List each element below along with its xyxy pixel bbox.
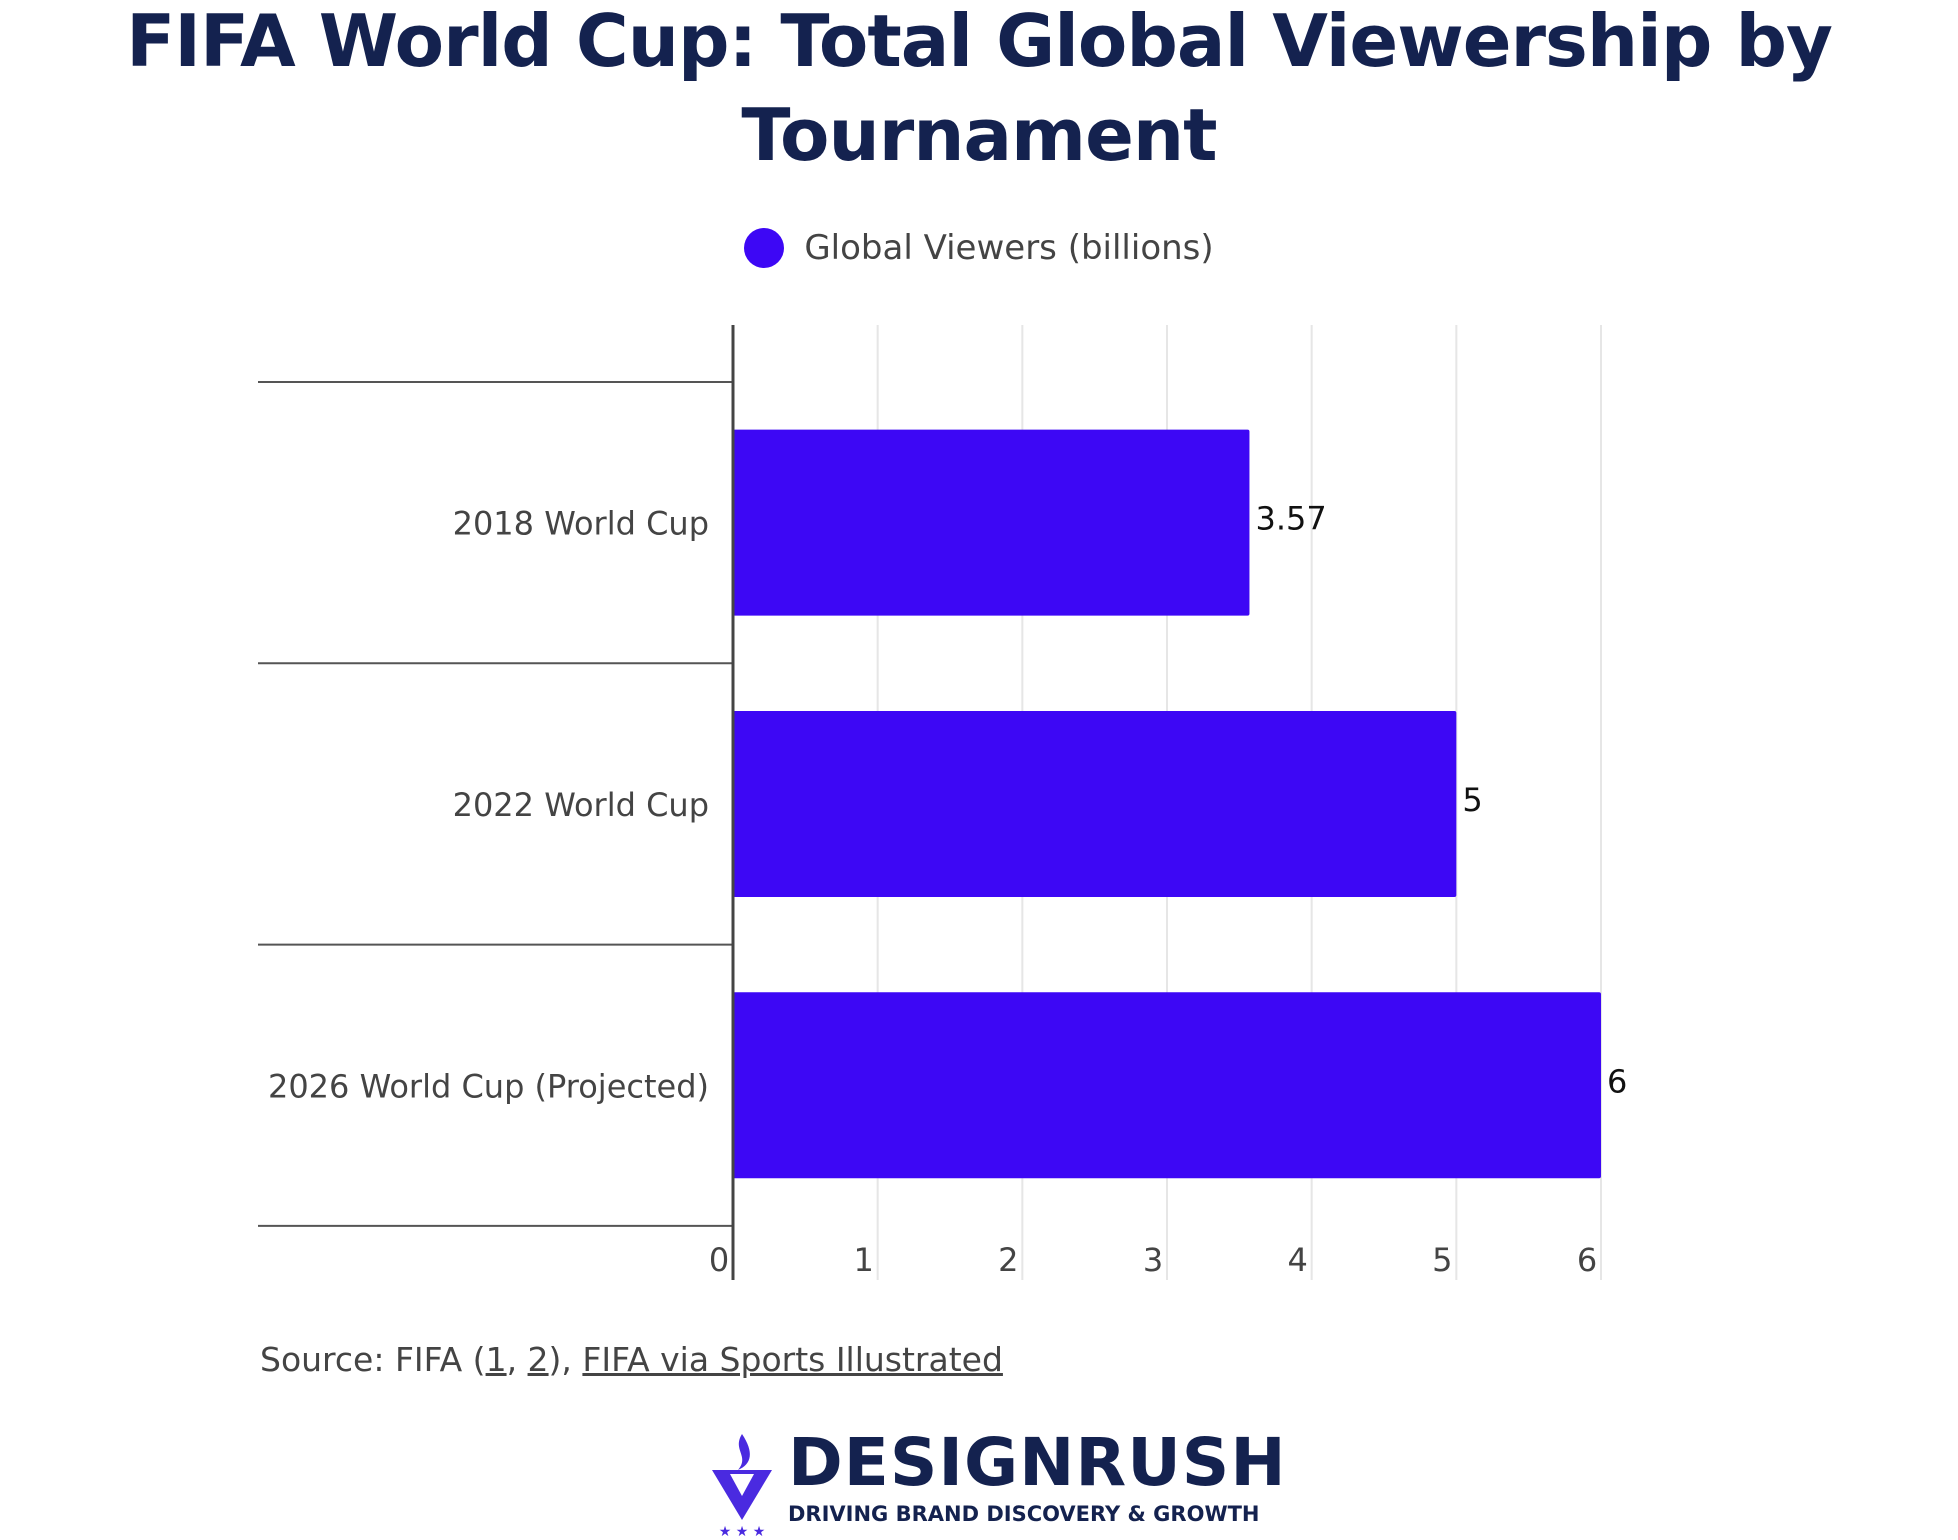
x-tick-label: 2 (998, 1241, 1018, 1279)
bar (733, 710, 1457, 897)
logo-name: DESIGNRUSH (788, 1424, 1287, 1501)
x-tick-label: 1 (853, 1241, 873, 1279)
legend-label: Global Viewers (billions) (804, 228, 1214, 268)
bar (733, 429, 1250, 616)
x-tick-label: 3 (1143, 1241, 1163, 1279)
source-prefix: Source: FIFA ( (260, 1340, 486, 1379)
x-tick-label: 6 (1577, 1241, 1597, 1279)
category-label: 2022 World Cup (453, 786, 709, 824)
category-label: 2018 World Cup (453, 505, 709, 543)
x-tick-label: 4 (1287, 1241, 1307, 1279)
source-link-2[interactable]: 2 (527, 1340, 549, 1379)
source-sep: , (506, 1340, 528, 1379)
data-label: 5 (1462, 781, 1482, 819)
legend-swatch (744, 228, 785, 268)
data-label: 6 (1607, 1062, 1627, 1100)
source-link-1[interactable]: 1 (485, 1340, 507, 1379)
source-mid: ), (548, 1340, 583, 1379)
legend: Global Viewers (billions) (0, 228, 1958, 268)
category-label: 2026 World Cup (Projected) (268, 1067, 709, 1105)
source-link-3[interactable]: FIFA via Sports Illustrated (582, 1340, 1003, 1379)
torch-icon: ★ ★ ★ (712, 1434, 772, 1540)
chart-title: FIFA World Cup: Total Global Viewership … (126, 0, 1833, 177)
data-label: 3.57 (1255, 500, 1326, 538)
x-tick-label: 5 (1432, 1241, 1452, 1279)
designrush-logo: ★ ★ ★ DESIGNRUSH DRIVING BRAND DISCOVERY… (710, 1430, 1287, 1540)
logo-tagline: DRIVING BRAND DISCOVERY & GROWTH (788, 1502, 1260, 1526)
x-tick-label: 0 (709, 1241, 729, 1279)
source-note: Source: FIFA (1, 2), FIFA via Sports Ill… (260, 1340, 1003, 1379)
bar (733, 992, 1601, 1179)
svg-text:★ ★ ★: ★ ★ ★ (719, 1524, 766, 1540)
